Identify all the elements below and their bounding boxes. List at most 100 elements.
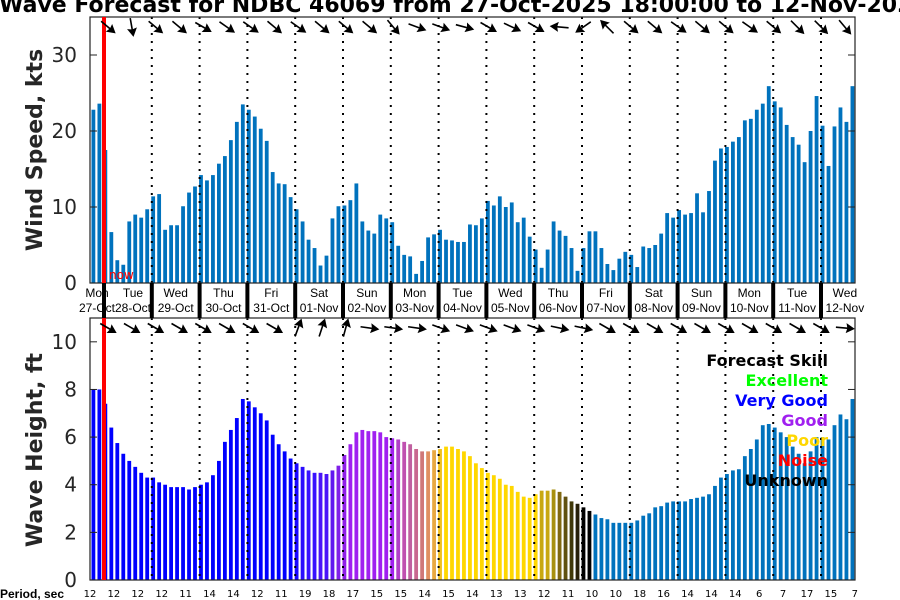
wind-bar — [294, 209, 299, 283]
wind-bar — [91, 109, 96, 283]
wave-bar — [701, 496, 705, 580]
wind-bar — [205, 180, 209, 283]
wind-ytick-label: 20 — [52, 119, 77, 143]
date-label: 03-Nov — [395, 301, 434, 315]
day-of-week-label: Sun — [356, 286, 377, 300]
wave-bar — [187, 489, 191, 580]
day-of-week-label: Tue — [787, 286, 808, 300]
wind-bar — [252, 116, 257, 283]
wind-bar — [426, 237, 430, 283]
wind-bar — [778, 107, 783, 283]
legend-item: Unknown — [744, 471, 828, 490]
wave-bar — [456, 449, 460, 580]
date-label: 10-Nov — [730, 301, 769, 315]
wave-bar — [450, 446, 454, 580]
wind-bar — [533, 249, 538, 283]
wind-bar — [617, 258, 622, 283]
arrow-head — [772, 324, 783, 334]
wave-bars — [91, 389, 855, 580]
period-value: 15 — [442, 589, 455, 600]
wind-ylabel: Wind Speed, kts — [23, 49, 48, 251]
arrow-head — [343, 23, 354, 34]
arrow-head — [771, 23, 782, 34]
wind-bar — [324, 255, 329, 283]
wave-bar — [199, 484, 203, 580]
wind-bar — [276, 183, 281, 283]
wave-bar — [509, 485, 514, 580]
wind-bar — [623, 251, 628, 283]
wind-bar — [557, 230, 562, 283]
date-label: 27-Oct — [79, 301, 116, 315]
day-of-week-label: Sat — [645, 286, 664, 300]
wave-bar — [384, 437, 389, 580]
wind-bar — [234, 121, 239, 283]
wave-bar — [515, 491, 520, 580]
wind-bar — [396, 245, 401, 283]
arrow-head — [272, 23, 283, 34]
wave-bar — [713, 485, 717, 580]
wave-bar — [432, 450, 436, 580]
arrow-head — [248, 23, 259, 33]
wave-bar — [736, 469, 741, 580]
wave-bar — [426, 451, 430, 580]
wind-bar — [217, 163, 221, 283]
wind-direction-arrow-icon — [290, 21, 307, 33]
wind-bar — [784, 124, 789, 283]
wind-bar — [402, 254, 407, 283]
legend-item: Noise — [778, 451, 828, 470]
wind-bar — [485, 200, 490, 283]
wave-direction-arrow-icon — [194, 322, 212, 334]
wind-bar — [754, 109, 759, 283]
wind-bar — [312, 248, 317, 283]
wind-bar — [790, 137, 795, 283]
date-label: 05-Nov — [491, 301, 530, 315]
wave-bar — [772, 427, 777, 580]
wind-bar — [551, 221, 556, 283]
wind-bar — [330, 218, 335, 283]
wind-bar — [115, 260, 120, 283]
arrow-head — [629, 324, 640, 334]
wind-ytick-label: 30 — [52, 43, 77, 67]
wind-bar — [157, 194, 162, 283]
wave-bar — [635, 520, 640, 580]
now-marker-line — [102, 318, 106, 580]
wind-bar — [599, 248, 604, 283]
period-value: 13 — [514, 589, 527, 600]
wind-direction-arrow-icon — [527, 21, 545, 33]
day-of-week-label: Thu — [548, 286, 569, 300]
period-value: 16 — [657, 589, 670, 600]
wave-bar — [294, 463, 299, 580]
wave-bar — [725, 474, 729, 580]
period-value: 12 — [251, 589, 264, 600]
wave-direction-arrow-icon — [765, 322, 783, 334]
wave-bar — [539, 490, 544, 580]
day-of-week-label: Wed — [498, 286, 522, 300]
wind-direction-arrow-icon — [741, 21, 758, 33]
arrow-head — [177, 23, 187, 34]
wave-bar — [378, 432, 383, 580]
day-of-week-label: Mon — [403, 286, 426, 300]
wind-bar — [211, 175, 215, 283]
wave-direction-arrow-icon — [670, 322, 688, 334]
wind-bar — [563, 235, 568, 283]
wave-direction-arrow-icon — [455, 323, 474, 334]
arrow-head — [794, 24, 805, 35]
wind-bar — [222, 156, 227, 283]
wave-bar — [115, 443, 120, 580]
wave-bar — [808, 451, 813, 580]
wave-direction-arrow-icon — [741, 322, 759, 334]
wave-bar — [497, 478, 502, 580]
wind-ytick-label: 10 — [52, 195, 77, 219]
wave-bar — [366, 431, 371, 580]
wind-direction-arrow-icon — [148, 20, 164, 34]
period-value: 7 — [780, 589, 786, 600]
wave-bar — [832, 425, 837, 580]
period-value: 18 — [633, 589, 646, 600]
wave-ytick-label: 8 — [64, 377, 77, 401]
wind-bar — [366, 230, 371, 283]
date-label: 01-Nov — [300, 301, 339, 315]
period-value: 12 — [84, 589, 97, 600]
wind-bar — [569, 248, 574, 283]
wave-bar — [414, 449, 419, 580]
wave-ytick-label: 10 — [52, 330, 77, 354]
